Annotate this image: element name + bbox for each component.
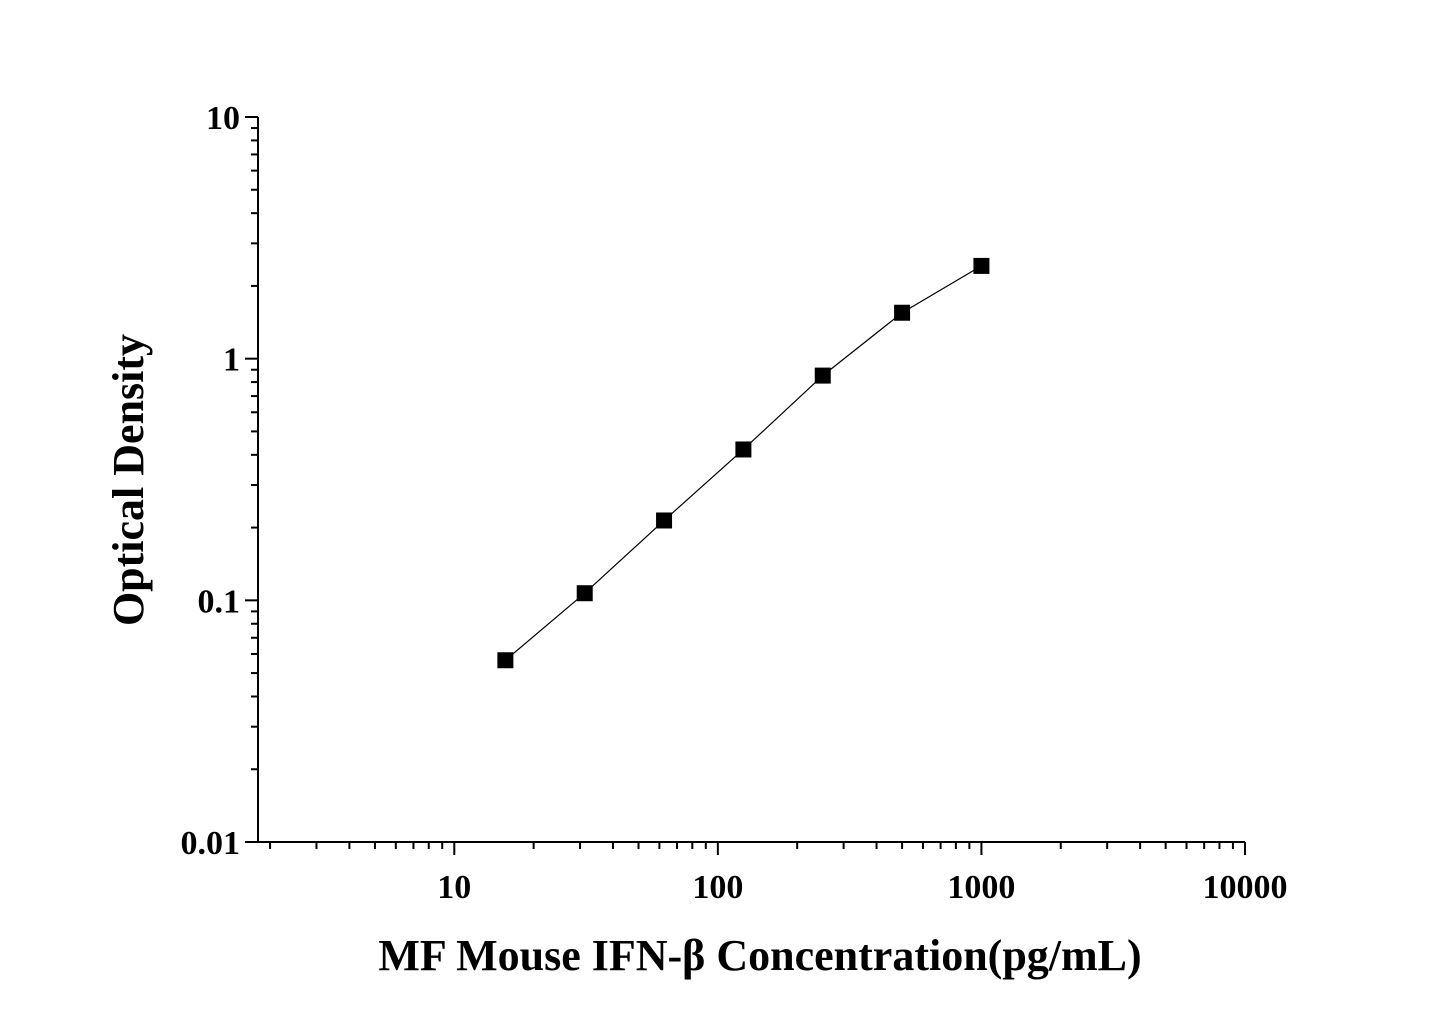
x-tick-label: 10 [437,869,471,906]
data-point [973,257,990,274]
x-tick-label: 10000 [1203,869,1288,906]
data-point [894,304,911,321]
y-axis-title: Optical Density [104,334,153,626]
y-tick-label: 0.01 [181,825,241,862]
y-tick-label: 0.1 [198,583,241,620]
data-point [497,652,514,669]
y-tick-label: 10 [206,100,240,137]
x-axis-title: MF Mouse IFN-β Concentration(pg/mL) [378,931,1141,980]
data-point [735,441,752,458]
x-tick-label: 1000 [947,869,1015,906]
y-tick-label: 1 [223,342,240,379]
data-point [814,367,831,384]
x-tick-label: 100 [692,869,743,906]
data-point [576,585,593,602]
data-point [656,512,673,529]
